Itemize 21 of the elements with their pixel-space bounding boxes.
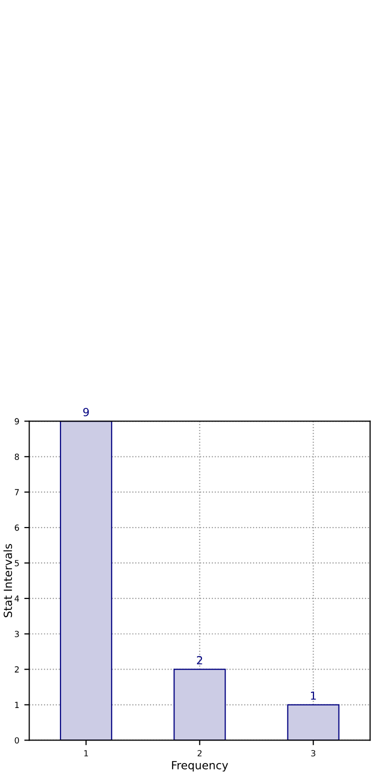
- bar: [287, 704, 340, 740]
- y-tick-label: 7: [14, 489, 19, 496]
- y-tick-label: 9: [14, 418, 19, 424]
- y-tick-label: 0: [14, 737, 19, 744]
- data-label: 9: [83, 408, 89, 416]
- y-tick-label: 4: [14, 596, 20, 602]
- data-label: 1: [310, 692, 316, 700]
- data-label: 2: [196, 656, 202, 664]
- x-axis-title: Frequency: [172, 761, 228, 772]
- y-tick-label: 5: [14, 560, 19, 566]
- y-tick-label: 6: [14, 524, 20, 531]
- bar: [60, 421, 112, 740]
- y-tick-label: 1: [15, 702, 19, 708]
- x-tick-label: 2: [198, 750, 202, 756]
- x-tick-label: 3: [311, 750, 316, 756]
- y-axis-title: Stat Intervals: [3, 544, 12, 618]
- y-tick-label: 2: [14, 666, 19, 672]
- y-tick-label: 3: [14, 630, 19, 638]
- y-tick-label: 8: [14, 454, 19, 460]
- bar: [174, 668, 226, 740]
- x-tick-label: 1: [84, 750, 88, 756]
